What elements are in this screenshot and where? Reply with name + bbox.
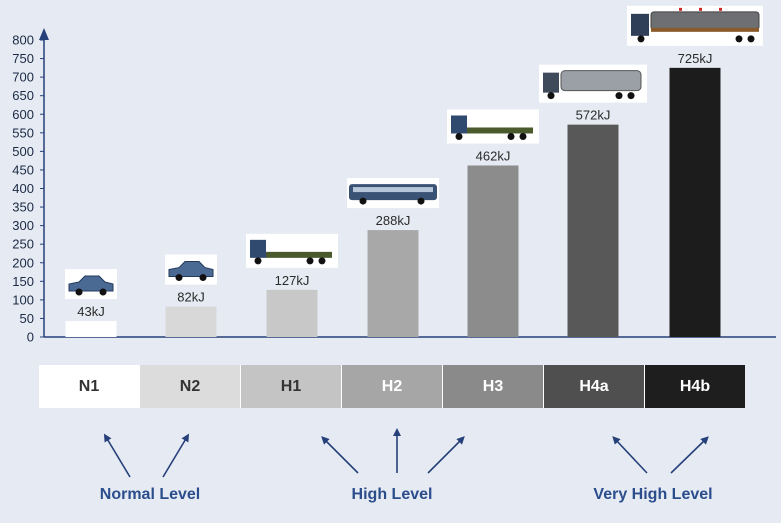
level-box-h4b: H4b — [645, 365, 745, 408]
bar-h4b — [669, 67, 721, 337]
y-tick-label: 500 — [12, 144, 34, 159]
y-tick-label: 700 — [12, 70, 34, 85]
tanker-trailer-truck-icon — [627, 5, 763, 46]
level-classification-bar: N1 N2 H1 H2 H3 H4a H4b — [39, 365, 745, 408]
arrow-to-h4a — [612, 436, 648, 474]
y-tick-label: 250 — [12, 237, 34, 252]
arrow-to-n2 — [162, 433, 190, 478]
level-box-h3: H3 — [443, 365, 544, 408]
flatbed-truck-icon — [447, 109, 539, 144]
bar-n2 — [165, 306, 217, 337]
data-label-n1: 43kJ — [77, 304, 104, 319]
flatbed-truck-icon — [246, 233, 338, 268]
y-tick-label: 400 — [12, 181, 34, 196]
level-arrows — [103, 428, 709, 478]
y-axis-arrowhead — [39, 28, 49, 40]
arrow-to-n1 — [103, 433, 131, 478]
data-label-n2: 82kJ — [177, 290, 204, 305]
data-label-h1: 127kJ — [275, 273, 310, 288]
tanker-truck-icon — [539, 64, 647, 103]
y-tick-label: 450 — [12, 162, 34, 177]
bar-h1 — [266, 289, 318, 337]
level-box-n2: N2 — [140, 365, 241, 408]
level-box-h1: H1 — [241, 365, 342, 408]
level-box-h4a: H4a — [544, 365, 645, 408]
arrow-to-h3 — [427, 436, 465, 474]
level-box-h2: H2 — [342, 365, 443, 408]
bus-icon — [347, 178, 439, 209]
y-tick-label: 800 — [12, 33, 34, 48]
bar-n1 — [65, 321, 117, 337]
y-tick-label: 350 — [12, 200, 34, 215]
y-tick-label: 0 — [27, 330, 34, 345]
y-tick-label: 300 — [12, 218, 34, 233]
bar-chart: 0 50 100 150 200 250 300 350 400 450 500 550 600 650 7… — [12, 5, 776, 345]
arrow-to-h4b — [670, 436, 709, 474]
y-tick-label: 100 — [12, 292, 34, 307]
y-tick-label: 650 — [12, 88, 34, 103]
bar-h2 — [367, 230, 419, 337]
y-tick-label: 550 — [12, 125, 34, 140]
y-tick-label: 750 — [12, 51, 34, 66]
y-tick-label: 150 — [12, 274, 34, 289]
group-label-normal: Normal Level — [99, 486, 201, 503]
group-label-high: High Level — [351, 486, 433, 503]
car-icon — [65, 269, 117, 300]
level-box-n1: N1 — [39, 365, 140, 408]
bar-h3 — [467, 165, 519, 337]
bar-h4a — [567, 124, 619, 338]
car-icon — [165, 254, 217, 285]
y-tick-label: 600 — [12, 107, 34, 122]
data-label-h2: 288kJ — [376, 213, 411, 228]
arrow-to-h1 — [321, 436, 359, 474]
data-label-h3: 462kJ — [476, 148, 511, 163]
y-tick-label: 50 — [20, 311, 34, 326]
group-label-very-high: Very High Level — [593, 486, 713, 503]
data-label-h4b: 725kJ — [678, 51, 713, 66]
y-tick-label: 200 — [12, 255, 34, 270]
data-label-h4a: 572kJ — [576, 108, 611, 123]
